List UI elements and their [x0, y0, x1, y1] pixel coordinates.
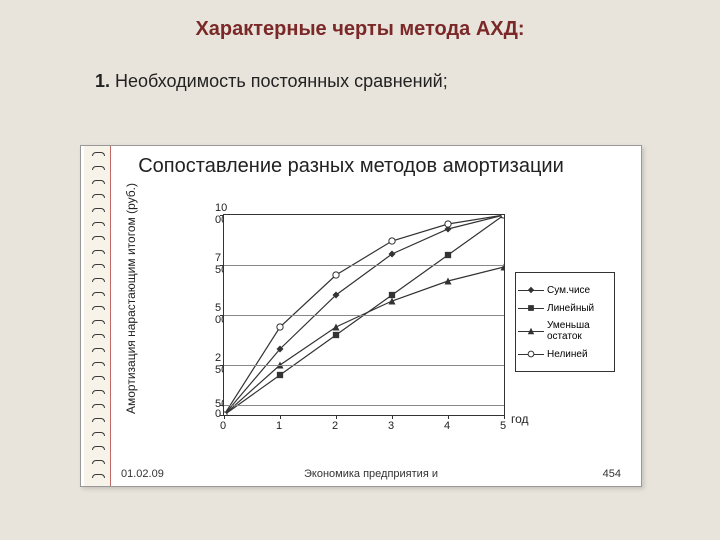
slide: Характерные черты метода АХД: 1. Необход… — [0, 0, 720, 540]
y-tick-label: 7 500 — [215, 252, 217, 276]
legend: Сум.чисе Линейный Уменьшаостаток Нелиней — [515, 272, 615, 372]
x-tick-label: 3 — [388, 420, 394, 432]
chart-area: Амортизация нарастающим итогом (руб.) 05… — [141, 214, 611, 446]
footer: 01.02.09 Экономика предприятия и 454 — [121, 468, 621, 480]
legend-label: Сум.чисе — [547, 285, 590, 296]
chart-title: Сопоставление разных методов амортизации — [131, 154, 571, 178]
y-axis-label: Амортизация нарастающим итогом (руб.) — [124, 214, 138, 414]
legend-label: Уменьшаостаток — [547, 320, 590, 342]
x-tick-label: 4 — [444, 420, 450, 432]
x-tick-label: 0 — [220, 420, 226, 432]
legend-item: Уменьшаостаток — [518, 319, 612, 343]
notepad: Сопоставление разных методов амортизации… — [80, 145, 642, 487]
spiral-binding — [84, 146, 111, 486]
footer-center: Экономика предприятия и — [304, 468, 438, 480]
margin-line — [110, 146, 111, 486]
legend-item: Сум.чисе — [518, 283, 612, 297]
legend-item: Линейный — [518, 301, 612, 315]
x-tick-label: 1 — [276, 420, 282, 432]
x-tick-label: 5 — [500, 420, 506, 432]
legend-item: Нелиней — [518, 347, 612, 361]
legend-label: Нелиней — [547, 349, 588, 360]
subtitle-text: Необходимость постоянных сравнений; — [115, 71, 448, 91]
y-tick-label: 500 — [215, 398, 217, 410]
subtitle-num: 1. — [95, 71, 110, 91]
x-axis-label: год — [511, 412, 529, 426]
plot-area — [223, 214, 505, 416]
main-title: Характерные черты метода АХД: — [60, 0, 660, 41]
y-tick-label: 5 000 — [215, 302, 217, 326]
footer-page: 454 — [603, 468, 621, 480]
y-tick-label: 2 500 — [215, 352, 217, 376]
y-tick-label: 10 000 — [215, 202, 217, 226]
legend-label: Линейный — [547, 303, 594, 314]
subtitle: 1. Необходимость постоянных сравнений; — [0, 41, 720, 92]
x-tick-label: 2 — [332, 420, 338, 432]
footer-date: 01.02.09 — [121, 468, 164, 480]
